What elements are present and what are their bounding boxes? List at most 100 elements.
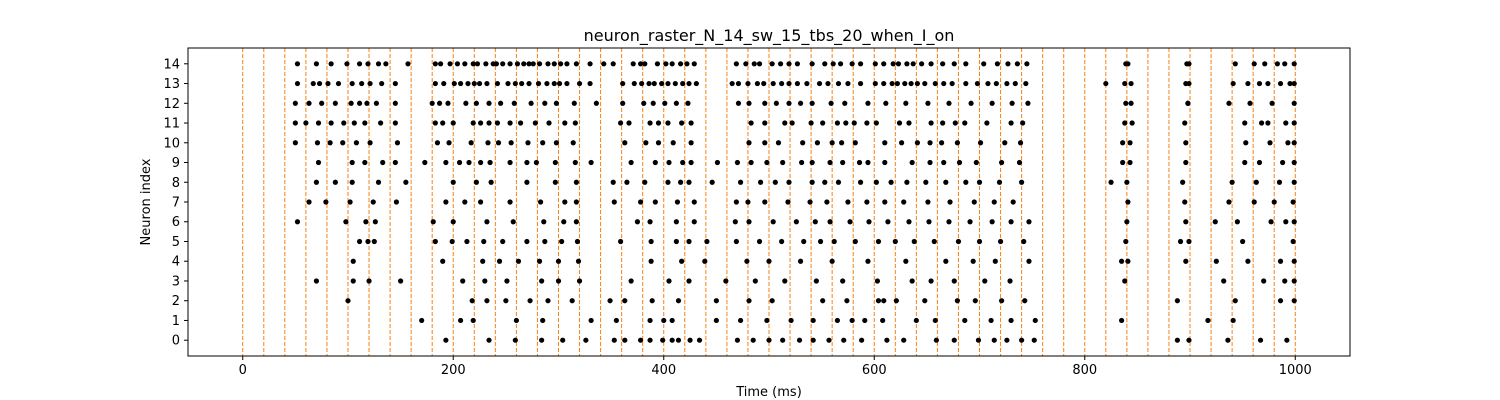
spike-point xyxy=(471,80,477,87)
spike-point xyxy=(1020,120,1026,126)
spike-point xyxy=(450,120,456,126)
spike-point xyxy=(764,317,770,324)
spike-point xyxy=(537,199,544,205)
spike-point xyxy=(1245,258,1251,264)
y-tick-label: 0 xyxy=(172,334,180,349)
spike-point xyxy=(748,159,754,166)
spike-point xyxy=(673,219,679,225)
spike-point xyxy=(524,238,530,245)
spike-point xyxy=(641,100,647,106)
spike-point xyxy=(688,140,694,146)
spike-point xyxy=(343,219,349,225)
spike-point xyxy=(911,238,917,245)
spike-point xyxy=(470,120,476,126)
spike-point xyxy=(941,159,947,166)
spike-point xyxy=(1127,140,1133,146)
spike-point xyxy=(561,219,567,225)
y-axis-label: Neuron index xyxy=(139,158,154,245)
spike-point xyxy=(504,278,510,284)
spike-point xyxy=(842,100,848,106)
spike-point xyxy=(826,337,832,343)
spike-point xyxy=(356,100,363,106)
spike-point xyxy=(999,298,1005,304)
spike-point xyxy=(734,159,741,166)
spike-point xyxy=(626,120,632,126)
spike-point xyxy=(1291,61,1297,67)
spike-point xyxy=(896,120,903,126)
y-tick-label: 7 xyxy=(172,196,180,211)
spike-point xyxy=(1274,61,1280,67)
spike-point xyxy=(927,159,933,166)
spike-point xyxy=(923,179,929,185)
spike-point xyxy=(797,258,804,264)
spike-point xyxy=(507,61,513,67)
spike-point xyxy=(909,159,915,166)
spike-point xyxy=(507,199,513,205)
spike-point xyxy=(967,219,973,225)
spike-point xyxy=(1287,80,1293,87)
spike-point xyxy=(474,61,481,67)
spike-point xyxy=(1290,199,1296,205)
spike-point xyxy=(989,219,995,225)
spike-point xyxy=(643,140,649,146)
spike-point xyxy=(559,238,565,245)
spike-point xyxy=(485,140,491,146)
spike-point xyxy=(642,61,648,67)
spike-point xyxy=(530,61,536,67)
spike-point xyxy=(519,80,525,87)
spike-point xyxy=(999,159,1005,166)
y-tick-label: 3 xyxy=(172,274,180,289)
spike-point xyxy=(829,258,835,264)
spike-point xyxy=(1118,258,1125,264)
spike-point xyxy=(693,80,699,87)
spike-point xyxy=(943,179,949,185)
spike-point xyxy=(315,120,322,126)
spike-point xyxy=(1226,199,1232,205)
spike-point xyxy=(335,80,342,87)
spike-point xyxy=(834,120,841,126)
spike-point xyxy=(392,80,398,87)
spike-point xyxy=(984,120,990,126)
spike-point xyxy=(1122,120,1128,126)
spike-point xyxy=(1230,317,1236,324)
spike-point xyxy=(762,199,768,205)
spike-point xyxy=(1261,278,1267,284)
spike-point xyxy=(752,278,758,284)
spike-point xyxy=(714,159,721,166)
spike-point xyxy=(526,80,532,87)
spike-point xyxy=(486,337,492,343)
spike-point xyxy=(351,120,357,126)
spike-point xyxy=(470,61,476,67)
x-tick-label: 600 xyxy=(862,363,887,378)
spike-point xyxy=(782,120,788,126)
spike-point xyxy=(845,80,851,87)
spike-point xyxy=(373,100,380,106)
spike-point xyxy=(371,238,377,245)
spike-point xyxy=(1229,179,1235,185)
spike-point xyxy=(1124,219,1130,225)
spike-point xyxy=(379,80,385,87)
spike-point xyxy=(562,120,568,126)
spike-point xyxy=(306,100,312,106)
spike-point xyxy=(956,159,963,166)
spike-point xyxy=(560,337,566,343)
spike-point xyxy=(478,159,484,166)
spike-point xyxy=(684,61,690,67)
y-tick-label: 13 xyxy=(163,77,180,92)
y-tick-label: 10 xyxy=(163,136,180,151)
spike-point xyxy=(526,61,532,67)
spike-point xyxy=(857,61,864,67)
spike-point xyxy=(955,238,962,245)
spike-point xyxy=(328,61,334,67)
spike-point xyxy=(380,159,386,166)
spike-point xyxy=(587,80,593,87)
spike-point xyxy=(770,219,776,225)
spike-point xyxy=(637,199,644,205)
spike-point xyxy=(904,61,910,67)
spike-point xyxy=(786,100,792,106)
spike-point xyxy=(500,238,506,245)
spike-point xyxy=(746,219,752,225)
spike-point xyxy=(665,179,671,185)
spike-point xyxy=(613,317,619,324)
spike-point xyxy=(1212,219,1218,225)
